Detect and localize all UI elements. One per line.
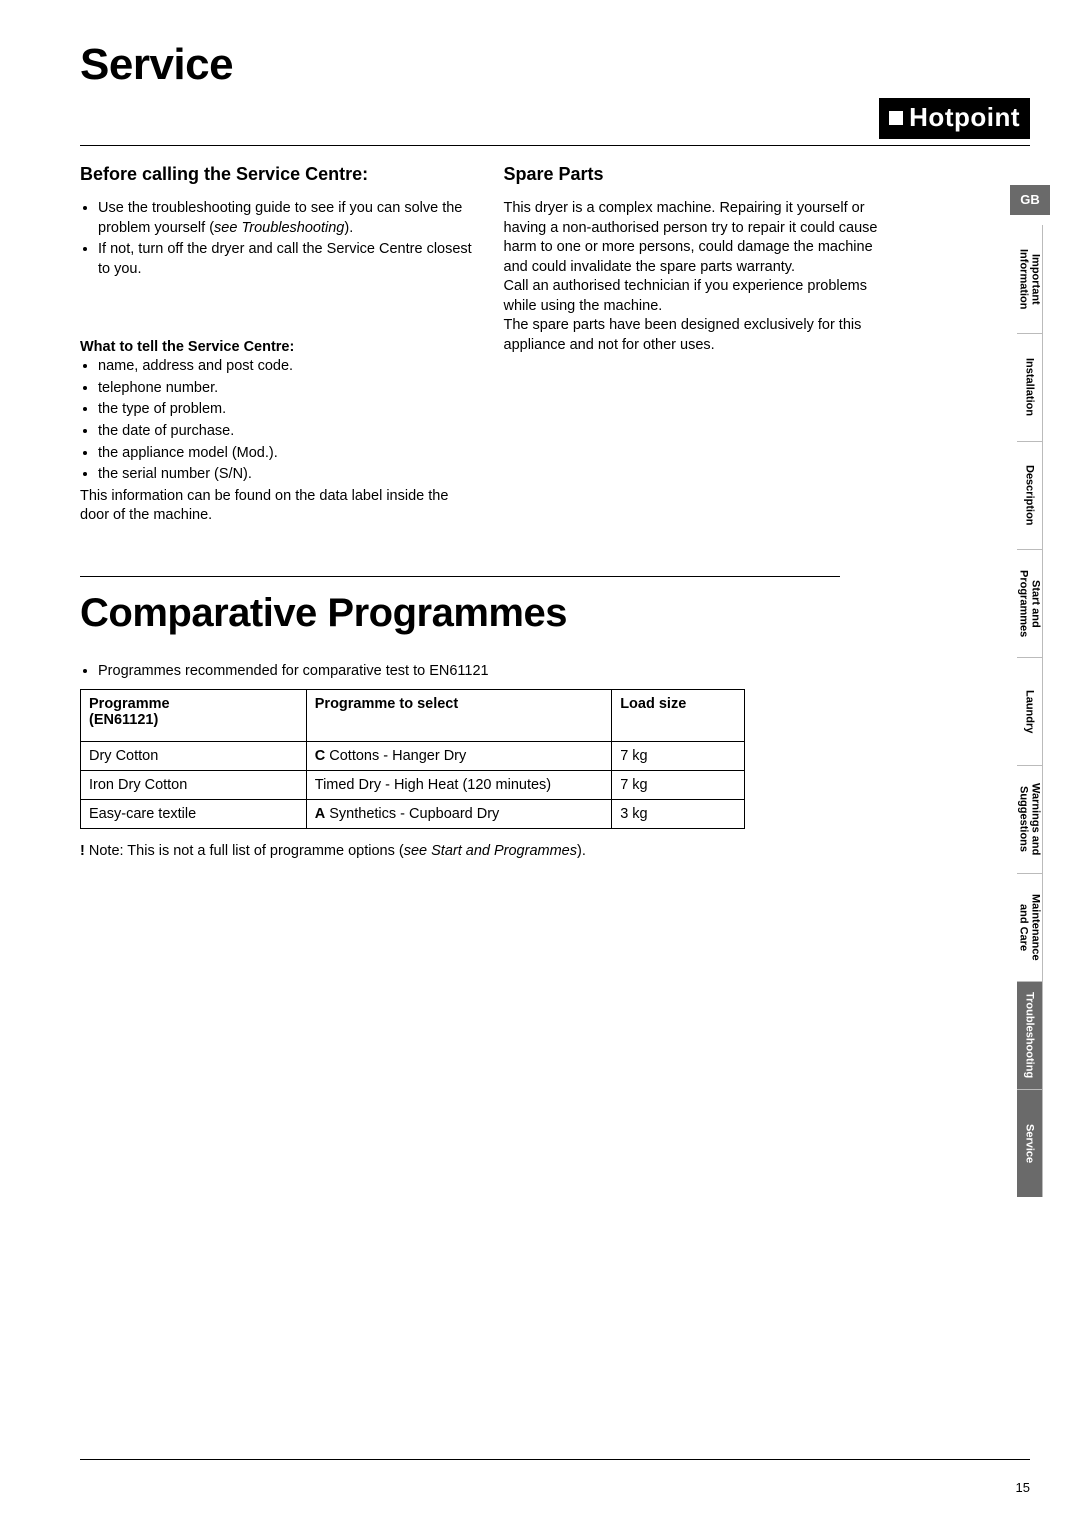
page-number: 15 bbox=[1016, 1480, 1030, 1495]
list-item: the date of purchase. bbox=[98, 422, 474, 442]
right-heading: Spare Parts bbox=[504, 164, 898, 185]
cell: 7 kg bbox=[612, 771, 745, 800]
left-column: Before calling the Service Centre: Use t… bbox=[80, 164, 474, 526]
list-item: the type of problem. bbox=[98, 400, 474, 420]
cell: 7 kg bbox=[612, 742, 745, 771]
page-title: Service bbox=[80, 40, 1030, 90]
side-tab: Maintenance and Care bbox=[1017, 873, 1043, 981]
cell: C Cottons - Hanger Dry bbox=[306, 742, 611, 771]
side-tab: Warnings and Suggestions bbox=[1017, 765, 1043, 873]
what-to-tell-heading: What to tell the Service Centre: bbox=[80, 339, 474, 355]
cell: 3 kg bbox=[612, 800, 745, 829]
bullets-bottom: name, address and post code.telephone nu… bbox=[80, 357, 474, 484]
th-select: Programme to select bbox=[306, 690, 611, 742]
brand-row: Hotpoint bbox=[80, 98, 1030, 139]
table-footnote: ! Note: This is not a full list of progr… bbox=[80, 843, 1030, 859]
list-item: Use the troubleshooting guide to see if … bbox=[98, 199, 474, 238]
side-tabs: GB Important InformationInstallationDesc… bbox=[1010, 185, 1050, 1197]
list-item: telephone number. bbox=[98, 379, 474, 399]
footnote-bang: ! bbox=[80, 843, 85, 859]
table-row: Easy-care textileA Synthetics - Cupboard… bbox=[81, 800, 745, 829]
brand-badge: Hotpoint bbox=[879, 98, 1030, 139]
footnote-pre: Note: This is not a full list of program… bbox=[89, 843, 404, 859]
content-columns: Before calling the Service Centre: Use t… bbox=[80, 164, 897, 526]
list-item: the appliance model (Mod.). bbox=[98, 444, 474, 464]
th-programme: Programme (EN61121) bbox=[81, 690, 307, 742]
prog-intro: Programmes recommended for comparative t… bbox=[80, 662, 1030, 682]
th-load: Load size bbox=[612, 690, 745, 742]
brand-text: Hotpoint bbox=[909, 102, 1020, 133]
side-tab: Laundry bbox=[1017, 657, 1043, 765]
list-item: name, address and post code. bbox=[98, 357, 474, 377]
programmes-table: Programme (EN61121) Programme to select … bbox=[80, 689, 745, 829]
side-tab: Installation bbox=[1017, 333, 1043, 441]
cell: A Synthetics - Cupboard Dry bbox=[306, 800, 611, 829]
cell: Dry Cotton bbox=[81, 742, 307, 771]
section-divider bbox=[80, 576, 840, 577]
divider-top bbox=[80, 145, 1030, 146]
side-tab: Description bbox=[1017, 441, 1043, 549]
list-item: If not, turn off the dryer and call the … bbox=[98, 240, 474, 279]
footnote-em: see Start and Programmes bbox=[404, 843, 577, 859]
list-item: the serial number (S/N). bbox=[98, 465, 474, 485]
side-tab: Start and Programmes bbox=[1017, 549, 1043, 657]
right-column: Spare Parts This dryer is a complex mach… bbox=[504, 164, 898, 526]
table-row: Dry CottonC Cottons - Hanger Dry7 kg bbox=[81, 742, 745, 771]
tab-gb: GB bbox=[1010, 185, 1050, 215]
spare-parts-text: This dryer is a complex machine. Repairi… bbox=[504, 199, 898, 356]
cell: Easy-care textile bbox=[81, 800, 307, 829]
cell: Iron Dry Cotton bbox=[81, 771, 307, 800]
bullets-top: Use the troubleshooting guide to see if … bbox=[80, 199, 474, 279]
after-bullets-text: This information can be found on the dat… bbox=[80, 487, 474, 526]
footnote-post: ). bbox=[577, 843, 586, 859]
side-tab: Service bbox=[1017, 1089, 1043, 1197]
secondary-title: Comparative Programmes bbox=[80, 591, 1030, 636]
table-row: Iron Dry CottonTimed Dry - High Heat (12… bbox=[81, 771, 745, 800]
table-header-row: Programme (EN61121) Programme to select … bbox=[81, 690, 745, 742]
side-tab: Important Information bbox=[1017, 225, 1043, 333]
prog-intro-item: Programmes recommended for comparative t… bbox=[98, 662, 1030, 682]
left-heading: Before calling the Service Centre: bbox=[80, 164, 474, 185]
cell: Timed Dry - High Heat (120 minutes) bbox=[306, 771, 611, 800]
bottom-divider bbox=[80, 1459, 1030, 1460]
side-tab: Troubleshooting bbox=[1017, 981, 1043, 1089]
brand-dot-icon bbox=[889, 111, 903, 125]
